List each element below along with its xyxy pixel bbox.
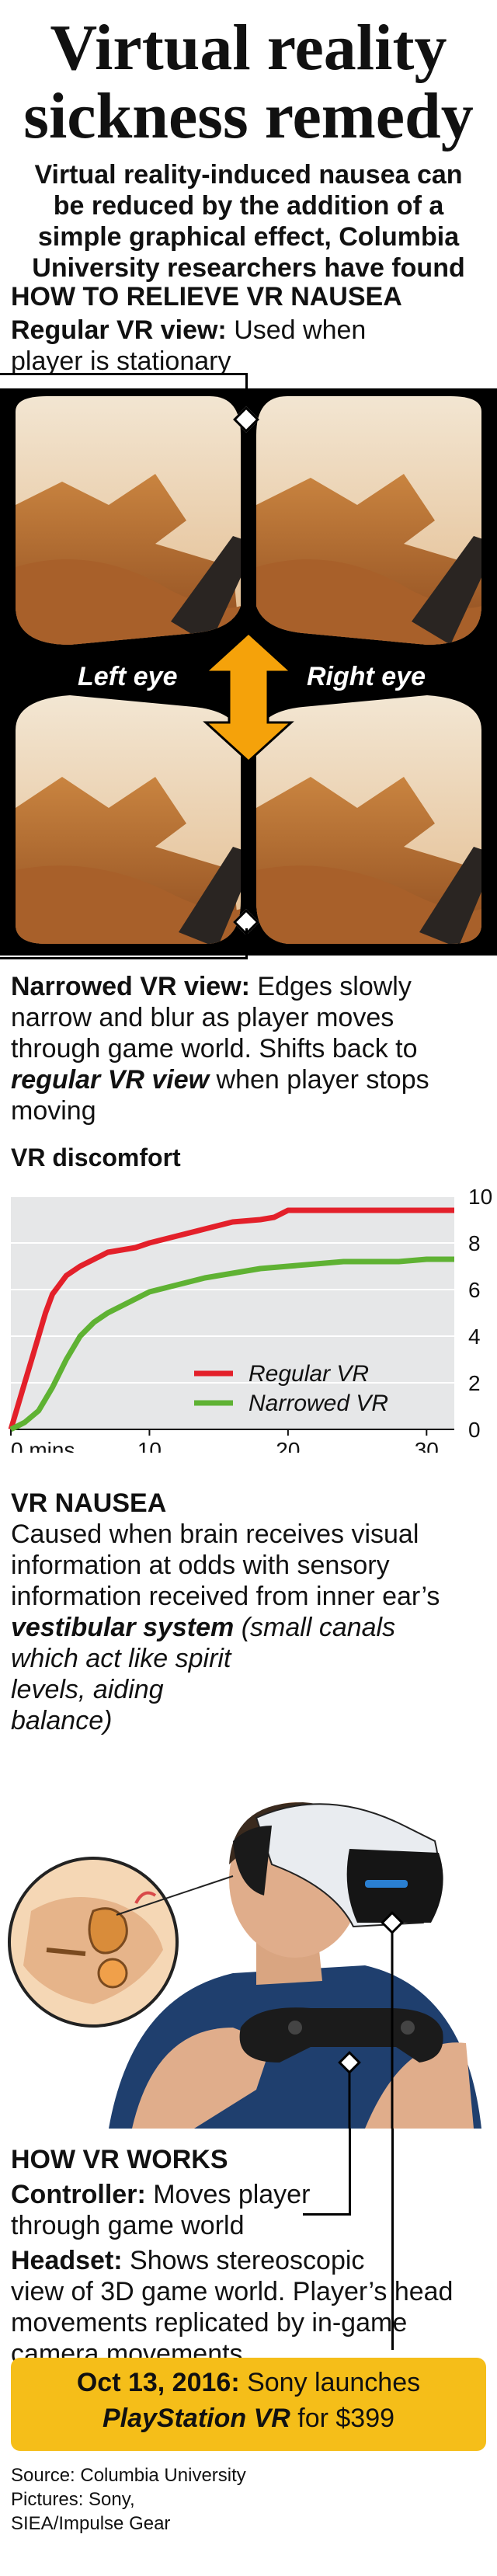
y-tick-label: 10 bbox=[468, 1185, 492, 1209]
nausea-line: information at odds with sensory bbox=[11, 1551, 390, 1580]
narrowed-view-text: Edges slowly bbox=[249, 972, 412, 1001]
inner-ear-inset bbox=[8, 1857, 179, 2028]
title-line-2: sickness remedy bbox=[23, 80, 474, 152]
controller-text: Moves player bbox=[145, 2180, 311, 2209]
controller-lead: Controller: bbox=[11, 2180, 146, 2209]
subtitle-line: University researchers have found bbox=[32, 253, 465, 283]
how-to-heading: HOW TO RELIEVE VR NAUSEA bbox=[11, 282, 402, 312]
chart-title: VR discomfort bbox=[11, 1144, 181, 1171]
narrowed-view-lead: Narrowed VR view: bbox=[11, 972, 250, 1001]
subtitle: Virtual reality-induced nausea can be re… bbox=[14, 159, 483, 284]
nausea-text: Caused when brain receives visual inform… bbox=[11, 1519, 440, 1736]
connector-line bbox=[349, 2129, 351, 2216]
narrowed-view-caption: Narrowed VR view: Edges slowly narrow an… bbox=[11, 971, 429, 1126]
chart-svg: 0 2 4 6 8 10 0 mins 10 20 30 Regular VR Narrowed VR bbox=[8, 1185, 492, 1462]
x-tick-label: 20 bbox=[276, 1438, 300, 1453]
nausea-line: levels, aiding bbox=[11, 1675, 164, 1704]
nausea-line: Caused when brain receives visual bbox=[11, 1519, 419, 1549]
connector-line bbox=[0, 957, 247, 959]
connector-line bbox=[245, 928, 248, 959]
connector-line bbox=[303, 2213, 351, 2216]
controller-text-2: through game world bbox=[11, 2211, 245, 2240]
legend-label: Regular VR bbox=[248, 1361, 369, 1387]
headset-caption: Headset: Shows stereoscopic view of 3D g… bbox=[11, 2245, 453, 2369]
headset-text-2: view of 3D game world. Player’s head bbox=[11, 2277, 454, 2306]
narrowed-view-text-2: narrow and blur as player moves bbox=[11, 1003, 394, 1032]
connector-line bbox=[391, 2129, 394, 2350]
y-tick-label: 6 bbox=[468, 1278, 481, 1302]
title-line-1: Virtual reality bbox=[50, 12, 447, 84]
subtitle-line: Virtual reality-induced nausea can bbox=[34, 160, 463, 190]
product-price: for $399 bbox=[290, 2404, 395, 2433]
chart-plot-area bbox=[11, 1196, 454, 1429]
nausea-line: (small canals bbox=[234, 1613, 396, 1642]
regular-view-emphasis: regular VR view bbox=[11, 1065, 210, 1095]
regular-view-text-2: player is stationary bbox=[11, 346, 231, 376]
launch-date: Oct 13, 2016: bbox=[76, 2368, 240, 2397]
headset-lead: Headset: bbox=[11, 2246, 123, 2275]
works-heading: HOW VR WORKS bbox=[11, 2145, 228, 2174]
regular-view-text: Used when bbox=[226, 315, 367, 345]
nausea-line: which act like spirit bbox=[11, 1644, 231, 1673]
launch-banner: Oct 13, 2016: Sony launches PlayStation … bbox=[11, 2358, 486, 2451]
page-title: Virtual reality sickness remedy bbox=[0, 14, 497, 151]
player-with-headset-image bbox=[0, 1794, 497, 2129]
launch-text: Sony launches bbox=[239, 2368, 421, 2397]
series-line bbox=[8, 1207, 454, 1430]
lens-top-right bbox=[256, 396, 481, 645]
subtitle-line: be reduced by the addition of a bbox=[53, 191, 444, 221]
right-eye-label: Right eye bbox=[307, 662, 426, 691]
product-name: PlayStation VR bbox=[102, 2404, 290, 2433]
headset-icon bbox=[233, 1803, 443, 1928]
nausea-line: information received from inner ear’s bbox=[11, 1582, 440, 1611]
vestibular-emphasis: vestibular system bbox=[11, 1613, 235, 1642]
left-eye-label: Left eye bbox=[78, 662, 178, 691]
vr-player-illustration bbox=[0, 1794, 497, 2129]
lens-top-left bbox=[16, 396, 241, 645]
legend-label: Narrowed VR bbox=[248, 1391, 388, 1416]
lens-bottom-right bbox=[256, 695, 481, 944]
regular-view-caption: Regular VR view: Used when player is sta… bbox=[11, 315, 366, 377]
nausea-heading: VR NAUSEA bbox=[11, 1488, 167, 1518]
lens-bottom-left bbox=[16, 695, 241, 944]
nausea-line: balance) bbox=[11, 1706, 113, 1735]
y-tick-label: 4 bbox=[468, 1325, 481, 1349]
regular-view-lead: Regular VR view: bbox=[11, 315, 227, 345]
connector-line bbox=[0, 373, 247, 375]
x-tick-label: 0 mins bbox=[11, 1438, 75, 1453]
vr-view-panel: Left eye Right eye bbox=[0, 388, 497, 956]
y-tick-label: 8 bbox=[468, 1231, 481, 1255]
x-tick-label: 30 bbox=[415, 1438, 439, 1453]
headset-text: Shows stereoscopic bbox=[122, 2246, 365, 2275]
narrowed-view-text-4: when player stops bbox=[209, 1065, 429, 1095]
y-tick-label: 2 bbox=[468, 1371, 481, 1395]
discomfort-chart: 0 2 4 6 8 10 0 mins 10 20 30 Regular VR Narrowed VR bbox=[0, 1181, 497, 1462]
pictures-credit: Pictures: Sony, bbox=[11, 2489, 135, 2510]
pictures-credit-2: SIEA/Impulse Gear bbox=[11, 2513, 171, 2534]
headset-text-3: movements replicated by in-game bbox=[11, 2308, 408, 2338]
y-tick-label: 0 bbox=[468, 1418, 481, 1442]
controller-caption: Controller: Moves player through game wo… bbox=[11, 2179, 310, 2241]
series-line bbox=[9, 1256, 454, 1432]
narrowed-view-text-3: through game world. Shifts back to bbox=[11, 1034, 418, 1063]
source-credit: Source: Columbia University bbox=[11, 2465, 246, 2486]
subtitle-line: simple graphical effect, Columbia bbox=[37, 222, 460, 252]
up-down-arrow-icon bbox=[203, 631, 294, 764]
vr-lens-scenes bbox=[16, 396, 481, 944]
x-tick-label: 10 bbox=[137, 1438, 162, 1453]
narrowed-view-text-5: moving bbox=[11, 1096, 96, 1126]
